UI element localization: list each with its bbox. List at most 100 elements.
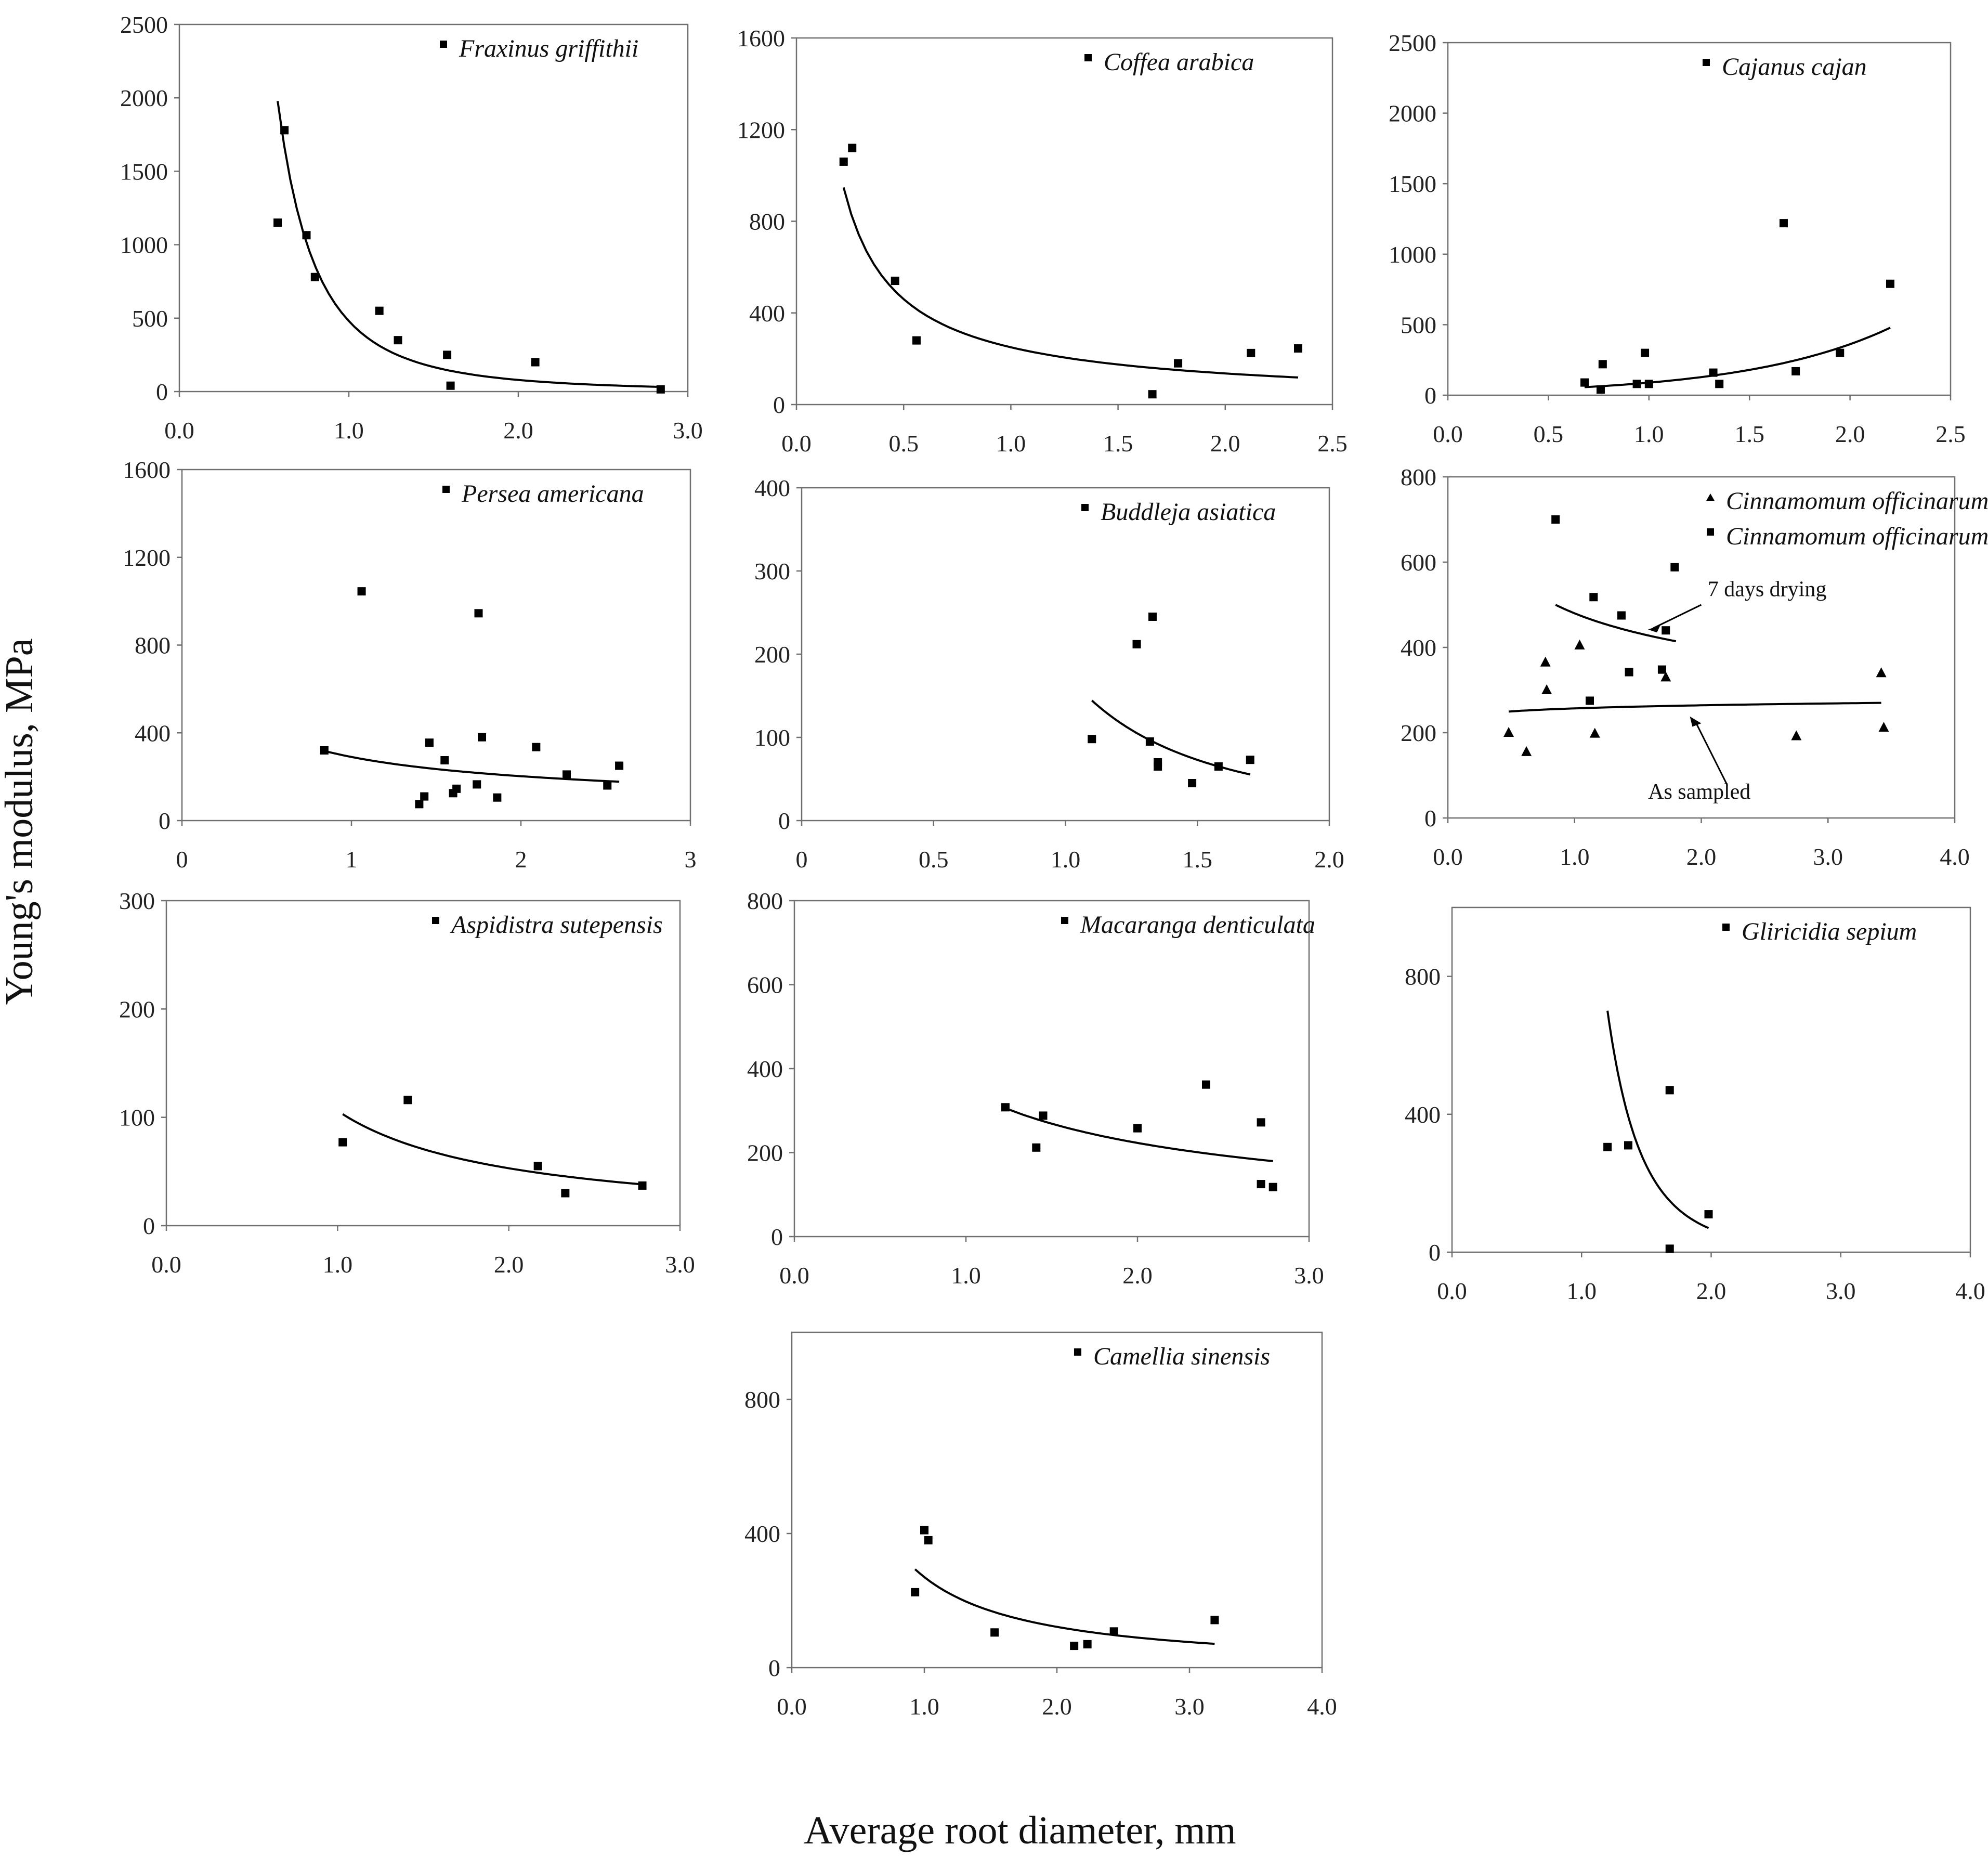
data-point (394, 336, 402, 345)
y-tick-label: 100 (119, 1105, 155, 1131)
y-tick-label: 0 (778, 808, 790, 834)
data-point (1174, 359, 1183, 368)
x-tick-label: 1.0 (334, 417, 364, 444)
data-point (1657, 665, 1666, 674)
y-tick-label: 1000 (1389, 241, 1436, 268)
plot-frame (791, 1331, 1323, 1669)
data-point (1886, 279, 1894, 288)
data-point (493, 793, 502, 802)
y-tick-label: 800 (744, 1386, 780, 1413)
data-point (1715, 380, 1724, 388)
fit-curve (324, 750, 620, 783)
chart-panel-7: 0 100 200 300 0.0 1.0 2.0 3.0 Aspidistra sutepen… (119, 888, 695, 1278)
data-point (280, 126, 289, 135)
legend-label: Macaranga denticulata (1080, 911, 1315, 939)
x-tick-label: 3.0 (1294, 1262, 1324, 1289)
data-point (1188, 779, 1197, 787)
data-point (443, 350, 452, 359)
y-tick-label: 600 (747, 972, 783, 998)
x-tick-label: 1 (346, 846, 358, 873)
y-tick-label: 2000 (120, 85, 168, 111)
y-tick-label: 1600 (737, 25, 785, 51)
x-tick-label: 0.5 (919, 846, 949, 873)
x-tick-label: 4.0 (1940, 843, 1970, 870)
x-tick-label: 1.0 (1560, 843, 1590, 870)
y-tick-label: 1200 (123, 544, 171, 571)
data-point (1625, 668, 1633, 677)
data-point (1598, 360, 1607, 369)
y-tick-label: 2500 (1389, 30, 1436, 56)
y-tick-label: 1500 (1389, 171, 1436, 197)
x-tick-label: 0.0 (1433, 843, 1463, 870)
chart-panel-3: 0 500 1000 1500 2000 2500 0.0 0.5 1.0 1.5 2.0 2.5 Ca… (1389, 30, 1966, 447)
x-tick-label: 3.0 (673, 417, 703, 444)
x-tick-label: 2.0 (1042, 1693, 1072, 1720)
fit-curve (342, 1113, 643, 1186)
data-point (1551, 515, 1560, 524)
data-point (375, 306, 384, 315)
data-point (338, 1138, 347, 1147)
data-point (478, 733, 487, 742)
y-tick-label: 1200 (737, 116, 785, 143)
x-tick-label: 0.0 (1437, 1278, 1467, 1304)
legend-marker (1706, 493, 1715, 501)
legend-marker (1084, 54, 1092, 61)
plot-frame (1451, 906, 1971, 1253)
plot-frame (1447, 42, 1952, 396)
data-point (1541, 684, 1552, 694)
y-tick-label: 0 (1424, 382, 1436, 409)
data-point (1791, 730, 1802, 740)
x-tick-label: 2.0 (1835, 421, 1865, 447)
y-tick-label: 1500 (120, 158, 168, 185)
y-tick-label: 0 (768, 1655, 780, 1681)
y-tick-label: 0 (159, 808, 171, 834)
data-point (310, 272, 319, 281)
plot-frame (165, 900, 681, 1227)
y-tick-label: 400 (747, 1056, 783, 1082)
legend-label: Aspidistra sutepensis (450, 911, 663, 939)
y-tick-label: 500 (1401, 311, 1436, 338)
data-point (912, 336, 921, 345)
annotation-arrow (1653, 604, 1702, 629)
chart-panel-5: 0 100 200 300 400 0 0.5 1.0 1.5 2.0 Buddleja asiat… (754, 475, 1344, 873)
data-point (1589, 593, 1598, 602)
x-tick-label: 1.0 (996, 430, 1026, 457)
legend-marker (1074, 1348, 1081, 1356)
y-tick-label: 2500 (120, 11, 168, 38)
annotation-7-days-drying: 7 days drying (1708, 578, 1827, 602)
data-point (1596, 385, 1605, 394)
data-point (415, 800, 424, 809)
chart-panel-10: 0 400 800 0.0 1.0 2.0 3.0 4.0 Camellia sinensis (744, 1331, 1337, 1720)
data-point (1294, 344, 1303, 353)
data-point (1109, 1627, 1118, 1636)
legend-marker (442, 486, 450, 493)
chart-panel-2: 0 400 800 1200 1600 0.0 0.5 1.0 1.5 2.0 2.5 Coffea … (737, 25, 1348, 457)
data-point (1624, 1141, 1632, 1150)
y-tick-label: 200 (119, 996, 155, 1022)
y-tick-label: 400 (1401, 634, 1436, 661)
data-point (563, 770, 571, 779)
y-tick-label: 100 (754, 724, 790, 751)
data-point (1540, 656, 1551, 667)
data-point (1589, 727, 1600, 738)
x-tick-label: 2.0 (1314, 846, 1344, 873)
data-point (891, 277, 899, 285)
y-tick-label: 800 (747, 888, 783, 914)
x-tick-label: 1.5 (1183, 846, 1213, 873)
data-point (1148, 390, 1157, 399)
data-point (1133, 1124, 1142, 1133)
data-point (1670, 563, 1679, 571)
data-point (1617, 611, 1626, 620)
fit-curve (1584, 327, 1891, 388)
y-tick-label: 1000 (120, 232, 168, 258)
data-point (533, 1162, 542, 1171)
legend-label: Persea americana (461, 480, 644, 508)
data-point (1665, 1086, 1674, 1095)
chart-panel-1: 0 500 1000 1500 2000 2500 0.0 1.0 2.0 3.0 Fraxinus… (120, 11, 703, 444)
x-tick-label: 2.5 (1317, 430, 1348, 457)
y-tick-label: 800 (1401, 464, 1436, 490)
data-point (1154, 762, 1162, 771)
fit-curve (277, 101, 661, 388)
data-point (924, 1536, 933, 1544)
